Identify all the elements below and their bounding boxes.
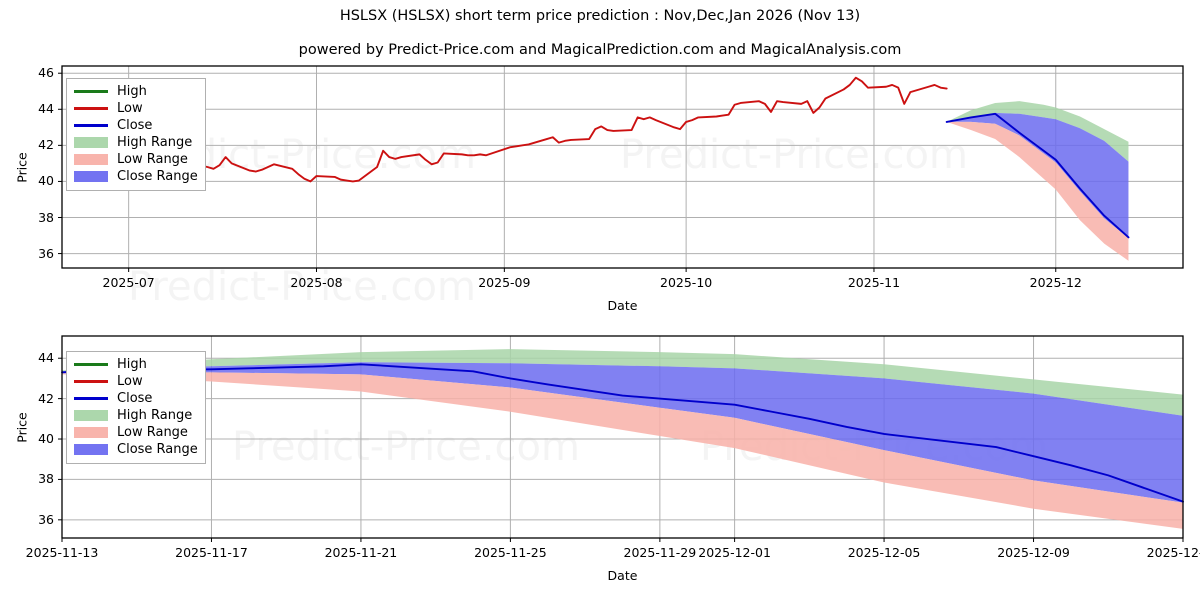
y-tick-label: 40 bbox=[38, 431, 54, 447]
legend-item-close-range[interactable]: Close Range bbox=[74, 168, 198, 185]
x-tick-label: 2025-11 bbox=[847, 275, 901, 290]
legend-swatch-low-range-icon bbox=[74, 154, 108, 165]
x-tick-label: 2025-12 bbox=[1029, 275, 1082, 290]
x-tick-label: 2025-12-09 bbox=[997, 545, 1070, 560]
legend-swatch-low-range-icon bbox=[74, 427, 108, 438]
y-tick-label: 42 bbox=[38, 137, 54, 153]
y-tick-label: 38 bbox=[38, 471, 54, 487]
watermark-text: Predict-Price.com bbox=[620, 132, 968, 178]
top-chart-legend: High Low Close High Range Low Range Close Ran… bbox=[66, 78, 206, 191]
legend-swatch-close-range-icon bbox=[74, 171, 108, 182]
band-low-range bbox=[946, 121, 1129, 261]
legend-swatch-high-icon bbox=[74, 363, 108, 366]
y-tick-label: 44 bbox=[38, 101, 54, 117]
x-tick-label: 2025-09 bbox=[478, 275, 531, 290]
legend-item-high[interactable]: High bbox=[74, 356, 198, 373]
y-tick-label: 36 bbox=[38, 245, 54, 261]
legend-item-close[interactable]: Close bbox=[74, 117, 198, 134]
x-tick-label: 2025-11-25 bbox=[474, 545, 547, 560]
legend-item-high-range[interactable]: High Range bbox=[74, 134, 198, 151]
legend-item-high-range[interactable]: High Range bbox=[74, 407, 198, 424]
y-tick-label: 40 bbox=[38, 173, 54, 189]
band-close-range bbox=[946, 112, 1129, 239]
band-high-range bbox=[946, 101, 1129, 162]
bottom-x-axis-label: Date bbox=[607, 568, 638, 583]
y-tick-label: 46 bbox=[38, 65, 54, 81]
watermark-text: Predict-Price.com bbox=[232, 424, 580, 470]
top-plot-area: Predict-Price.com Predict-Price.comPredic… bbox=[58, 65, 1184, 310]
legend-label: Close bbox=[117, 118, 153, 133]
legend-swatch-high-range-icon bbox=[74, 137, 108, 148]
plot-background bbox=[62, 66, 1183, 268]
y-tick-label: 36 bbox=[38, 511, 54, 527]
band-low-range bbox=[62, 372, 1183, 529]
axis-frame bbox=[61, 335, 1184, 539]
legend-item-low[interactable]: Low bbox=[74, 373, 198, 390]
series-line-close bbox=[61, 363, 1184, 503]
legend-label: Low bbox=[117, 374, 143, 389]
legend-label: Close Range bbox=[117, 169, 198, 184]
bottom-chart-legend: High Low Close High Range Low Range Close Ran… bbox=[66, 351, 206, 464]
legend-swatch-close-icon bbox=[74, 397, 108, 400]
legend-label: High Range bbox=[117, 408, 193, 423]
page-title: HSLSX (HSLSX) short term price predictio… bbox=[339, 8, 861, 24]
legend-swatch-low-icon bbox=[74, 380, 108, 383]
x-tick-label: 2025-12-01 bbox=[698, 545, 771, 560]
legend-label: High Range bbox=[117, 135, 193, 150]
x-tick-label: 2025-11-29 bbox=[623, 545, 697, 560]
x-tick-label: 2025-12-05 bbox=[847, 545, 921, 560]
legend-swatch-low-icon bbox=[74, 107, 108, 110]
y-tick-label: 44 bbox=[38, 350, 54, 366]
legend-swatch-close-icon bbox=[74, 124, 108, 127]
legend-label: Close Range bbox=[117, 442, 198, 457]
legend-swatch-close-range-icon bbox=[74, 444, 108, 455]
legend-label: High bbox=[117, 357, 147, 372]
watermark-text: Predict-Price.com bbox=[128, 264, 476, 310]
x-tick-label: 2025-10 bbox=[659, 275, 713, 290]
legend-item-low-range[interactable]: Low Range bbox=[74, 424, 198, 441]
x-tick-label: 2025-12-13 bbox=[1146, 545, 1200, 560]
series-line-low bbox=[79, 76, 948, 183]
series-line-close bbox=[945, 112, 1130, 239]
legend-label: Low bbox=[117, 101, 143, 116]
bottom-chart-panel: Price Predict-Price.comPredict-Price.com… bbox=[0, 320, 1200, 600]
page-subtitle: powered by Predict-Price.com and Magical… bbox=[298, 42, 902, 58]
legend-label: High bbox=[117, 84, 147, 99]
legend-item-close[interactable]: Close bbox=[74, 390, 198, 407]
legend-label: Low Range bbox=[117, 152, 188, 167]
y-tick-label: 42 bbox=[38, 390, 54, 406]
legend-label: Close bbox=[117, 391, 153, 406]
legend-item-low[interactable]: Low bbox=[74, 100, 198, 117]
x-tick-label: 2025-11-17 bbox=[175, 545, 248, 560]
x-tick-label: 2025-07 bbox=[102, 275, 155, 290]
y-tick-label: 38 bbox=[38, 209, 54, 225]
x-tick-label: 2025-11-13 bbox=[25, 545, 99, 560]
top-chart-panel: Price Predict-Price.com Predict-Price.com… bbox=[15, 65, 1184, 313]
bottom-y-axis-label: Price bbox=[14, 412, 30, 443]
band-close-range bbox=[62, 362, 1183, 503]
x-tick-label: 2025-08 bbox=[290, 275, 343, 290]
legend-item-close-range[interactable]: Close Range bbox=[74, 441, 198, 458]
top-x-axis-label: Date bbox=[607, 298, 638, 313]
band-high-range bbox=[62, 349, 1183, 416]
legend-swatch-high-icon bbox=[74, 90, 108, 93]
legend-swatch-high-range-icon bbox=[74, 410, 108, 421]
legend-label: Low Range bbox=[117, 425, 188, 440]
axis-frame bbox=[61, 65, 1184, 269]
legend-item-high[interactable]: High bbox=[74, 83, 198, 100]
x-tick-label: 2025-11-21 bbox=[324, 545, 398, 560]
legend-item-low-range[interactable]: Low Range bbox=[74, 151, 198, 168]
